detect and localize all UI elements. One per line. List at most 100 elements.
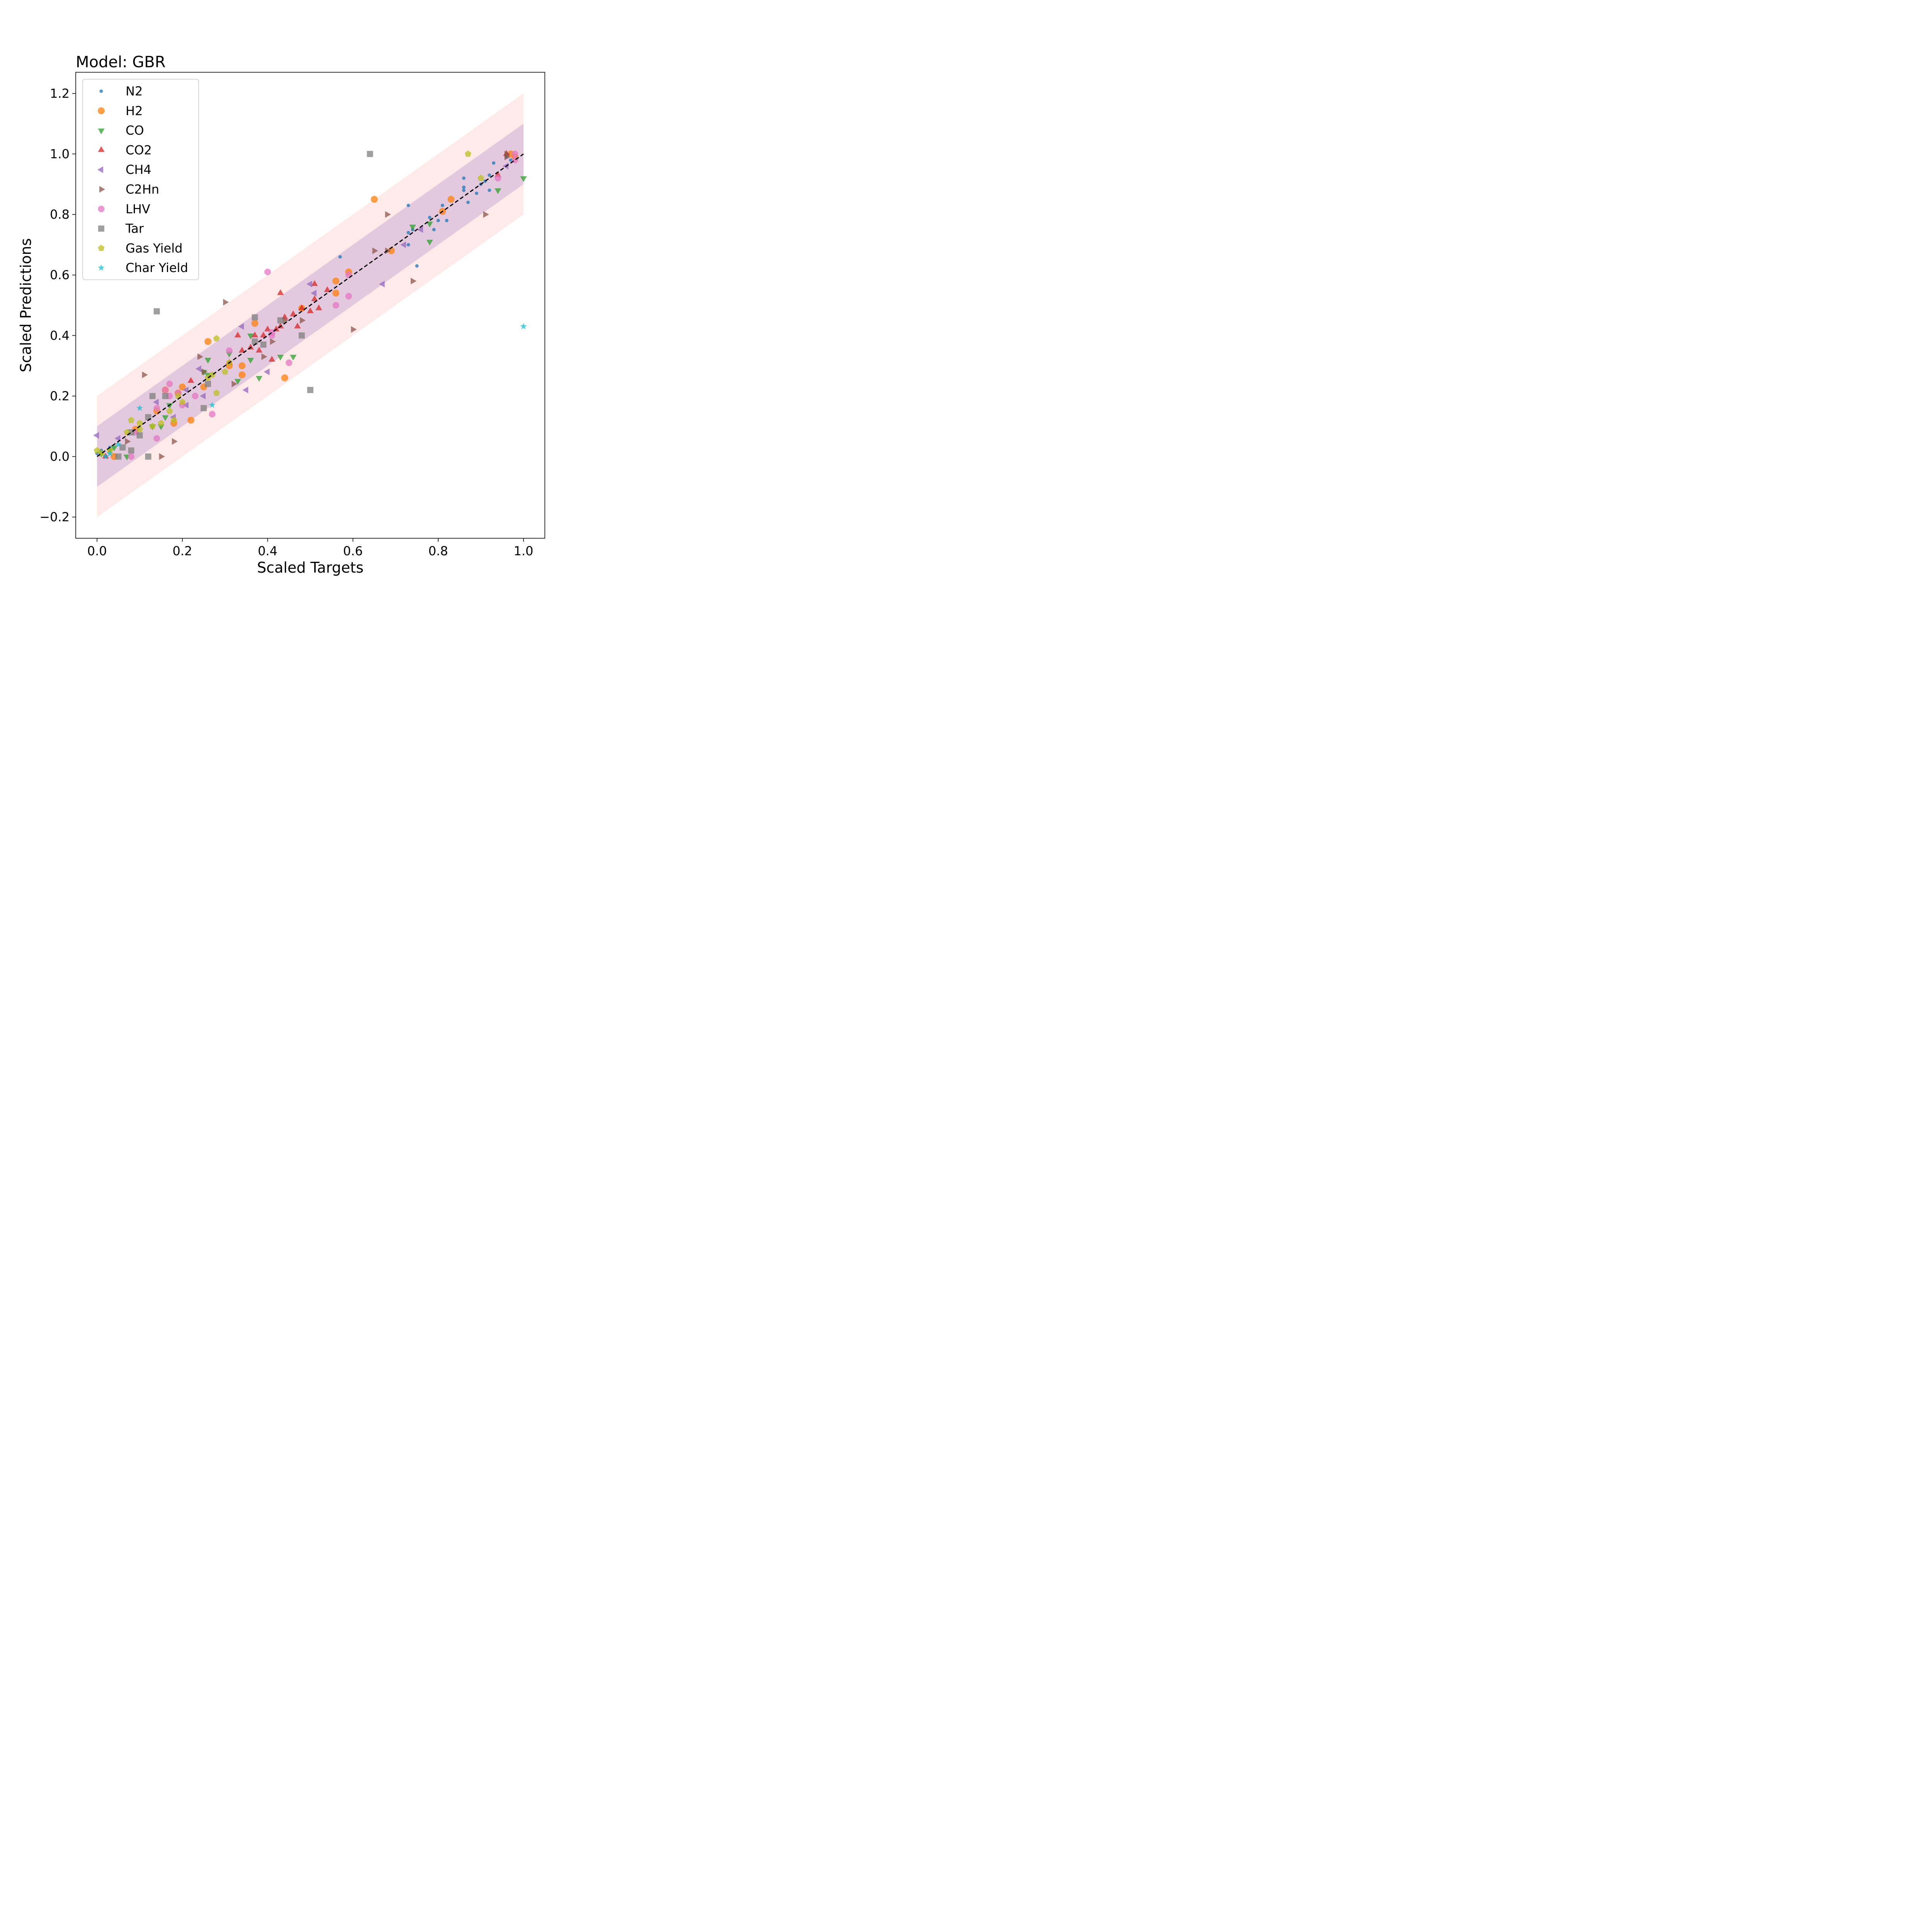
- data-point: [238, 323, 244, 330]
- data-point: [213, 335, 220, 342]
- scatter-chart: 0.0 0.2 0.4 0.6 0.8 1.0 −0.2 0.0 0.2 0.4 0.6 0.8 1.…: [0, 0, 597, 597]
- data-point: [311, 295, 318, 301]
- data-point: [125, 438, 131, 445]
- data-point: [406, 231, 410, 235]
- data-point: [162, 386, 169, 393]
- data-point: [166, 381, 173, 387]
- legend-label: CO2: [126, 143, 152, 157]
- data-point: [332, 277, 340, 285]
- data-point: [417, 226, 423, 233]
- legend-item: LHV: [98, 202, 150, 216]
- data-point: [153, 435, 160, 442]
- legend: N2 H2 CO CO2 CH4 C2Hn LHV Tar Gas Yield Char Yiel…: [82, 79, 199, 280]
- data-point: [445, 219, 449, 223]
- legend-item: CO2: [98, 143, 152, 157]
- x-tick-label: 0.0: [87, 544, 107, 558]
- data-point: [94, 447, 100, 454]
- data-point: [238, 347, 246, 353]
- data-point: [410, 277, 417, 285]
- series-lhv: [128, 151, 519, 460]
- data-point: [432, 228, 436, 231]
- y-axis-title: Scaled Predictions: [17, 238, 34, 372]
- data-point: [153, 405, 160, 412]
- data-point: [504, 150, 510, 158]
- data-point: [162, 415, 169, 421]
- data-point: [197, 353, 204, 360]
- data-point: [406, 243, 410, 247]
- data-point: [298, 304, 305, 310]
- legend-item: CO: [98, 123, 144, 138]
- data-point: [311, 290, 317, 297]
- data-point: [260, 332, 267, 338]
- y-tick-label: 0.2: [50, 389, 70, 403]
- data-point: [252, 338, 258, 345]
- data-point: [286, 359, 293, 366]
- y-tick-label: 0.0: [50, 449, 70, 464]
- data-point: [261, 353, 267, 360]
- data-point: [202, 368, 208, 375]
- data-point: [238, 371, 246, 379]
- data-point: [255, 347, 263, 353]
- data-point: [307, 307, 314, 313]
- x-tick-label: 0.2: [172, 544, 192, 558]
- data-point: [153, 308, 160, 315]
- data-point: [145, 453, 151, 460]
- series-h2: [111, 150, 519, 460]
- data-point: [492, 161, 496, 165]
- data-point: [231, 380, 238, 388]
- legend-marker: [98, 128, 105, 134]
- x-axis-title: Scaled Targets: [257, 559, 364, 576]
- data-point: [142, 371, 148, 378]
- x-tick-label: 0.4: [258, 544, 277, 558]
- data-point: [426, 221, 433, 228]
- data-point: [119, 444, 126, 451]
- legend-marker: [98, 245, 105, 251]
- data-point: [136, 432, 143, 439]
- data-point: [251, 320, 259, 327]
- data-point: [345, 272, 352, 278]
- y-axis-ticks: −0.2 0.0 0.2 0.4 0.6 0.8 1.0 1.2: [39, 86, 76, 524]
- data-point: [252, 314, 258, 321]
- data-point: [520, 323, 527, 330]
- legend-box: [82, 79, 199, 280]
- data-point: [251, 332, 259, 338]
- data-point: [474, 191, 478, 195]
- data-point: [213, 389, 220, 396]
- data-point: [409, 224, 416, 231]
- legend-label: Gas Yield: [126, 241, 182, 255]
- legend-marker: [98, 206, 105, 213]
- data-point: [282, 317, 289, 324]
- y-tick-label: 1.0: [50, 146, 70, 161]
- legend-label: CH4: [126, 162, 151, 177]
- data-point: [209, 401, 216, 408]
- data-point: [234, 332, 242, 338]
- data-point: [332, 289, 340, 297]
- data-point: [294, 322, 301, 328]
- data-point: [520, 176, 527, 182]
- identity-reference-line: [97, 153, 524, 457]
- data-point: [345, 293, 352, 299]
- data-point: [415, 264, 419, 268]
- data-point: [277, 289, 284, 295]
- data-point: [255, 376, 263, 382]
- data-point: [200, 393, 206, 400]
- data-point: [269, 332, 275, 339]
- x-tick-label: 1.0: [514, 544, 533, 558]
- legend-label: C2Hn: [126, 182, 159, 197]
- legend-label: N2: [126, 84, 143, 99]
- data-point: [306, 281, 312, 287]
- data-point: [170, 417, 177, 423]
- legend-label: CO: [126, 123, 144, 138]
- plot-area-frame: [75, 72, 545, 539]
- chart-container: 0.0 0.2 0.4 0.6 0.8 1.0 −0.2 0.0 0.2 0.4 0.6 0.8 1.…: [0, 0, 597, 597]
- data-point: [115, 453, 122, 460]
- legend-label: LHV: [126, 202, 150, 216]
- data-point: [111, 446, 117, 452]
- data-point: [149, 393, 156, 399]
- data-point: [106, 450, 113, 457]
- data-point: [187, 417, 194, 424]
- data-point: [182, 401, 189, 409]
- data-point: [338, 255, 342, 259]
- legend-marker: [99, 186, 105, 193]
- data-point: [209, 411, 216, 418]
